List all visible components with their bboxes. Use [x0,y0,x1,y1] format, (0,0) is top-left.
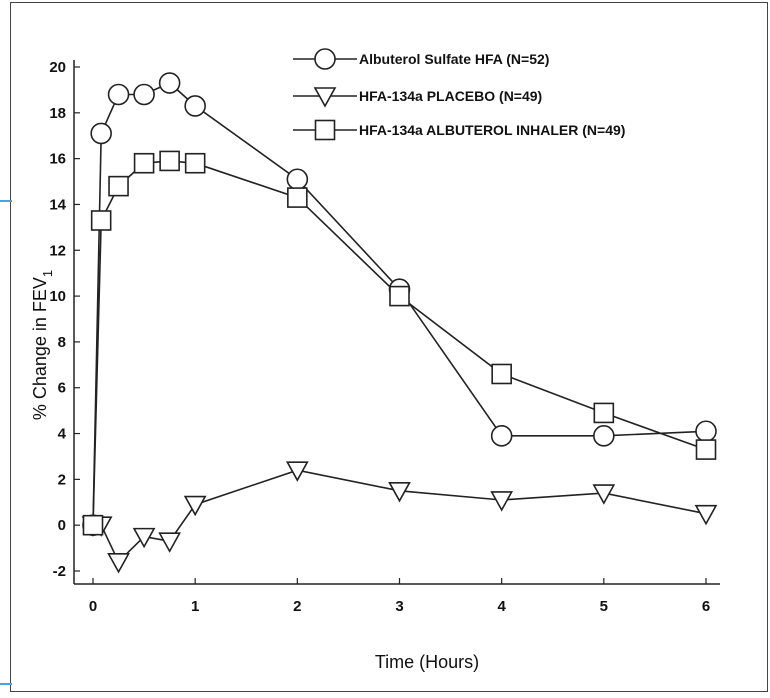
data-point [133,83,155,106]
series-square [82,150,717,536]
x-tick-label: 4 [497,598,506,615]
data-point [133,152,155,174]
y-tick-label: 12 [49,242,66,259]
y-axis-title-main: % Change in FEV [30,277,50,420]
y-tick-label: -2 [53,563,66,580]
legend: Albuterol Sulfate HFA (N=52) HFA-134a PLA… [293,48,625,141]
data-point [90,122,112,145]
x-tick-label: 5 [600,598,608,615]
data-point [287,187,308,208]
y-tick-label: 4 [58,426,67,443]
legend-marker [314,119,336,141]
data-point [158,532,181,553]
data-point [158,72,181,94]
data-point [695,439,717,460]
y-tick-label: 14 [49,196,66,213]
data-point [592,484,616,505]
x-tick-label: 3 [395,598,403,615]
x-tick-label: 0 [89,598,97,615]
data-point [184,95,206,117]
y-axis-title: % Change in FEV1 [30,270,55,420]
data-point [159,150,180,172]
data-point [593,425,615,447]
data-point [490,491,514,512]
legend-label: Albuterol Sulfate HFA (N=52) [359,51,549,67]
data-point [286,168,309,191]
data-point [183,495,207,517]
series-layer [81,72,718,574]
y-tick-label: 0 [58,517,66,534]
y-tick-label: 2 [58,471,66,488]
data-point [389,285,410,307]
legend-label: HFA-134a PLACEBO (N=49) [359,88,542,104]
data-point [184,152,206,174]
data-point [490,425,513,447]
data-point [132,527,156,549]
data-point [694,504,718,526]
legend-marker [313,87,337,108]
page-edge-marker [0,683,12,685]
data-point [491,363,512,385]
series-line [92,160,707,526]
y-tick-label: 8 [58,334,66,351]
x-tick-label: 1 [191,598,199,615]
x-tick-label: 6 [702,598,710,615]
legend-label: HFA-134a ALBUTEROL INHALER (N=49) [359,122,625,138]
data-point [107,83,130,106]
data-point [388,482,411,503]
y-tick-label: 20 [49,59,66,76]
data-point [107,553,130,574]
y-axis-title-subscript: 1 [40,270,55,277]
legend-marker [314,48,336,70]
data-point [108,175,129,197]
series-triangle-down [81,461,718,574]
data-point [82,514,104,536]
data-point [285,461,309,482]
y-tick-label: 6 [58,380,66,397]
page-edge-marker [0,200,12,202]
chart-frame [10,2,768,692]
y-tick-label: 18 [49,105,66,122]
y-tick-label: 10 [49,288,66,305]
x-axis-title: Time (Hours) [375,652,479,672]
data-point [695,420,717,443]
x-tick-label: 2 [293,598,301,615]
data-point [90,210,112,231]
data-point [593,402,615,424]
y-tick-label: 16 [49,151,66,168]
